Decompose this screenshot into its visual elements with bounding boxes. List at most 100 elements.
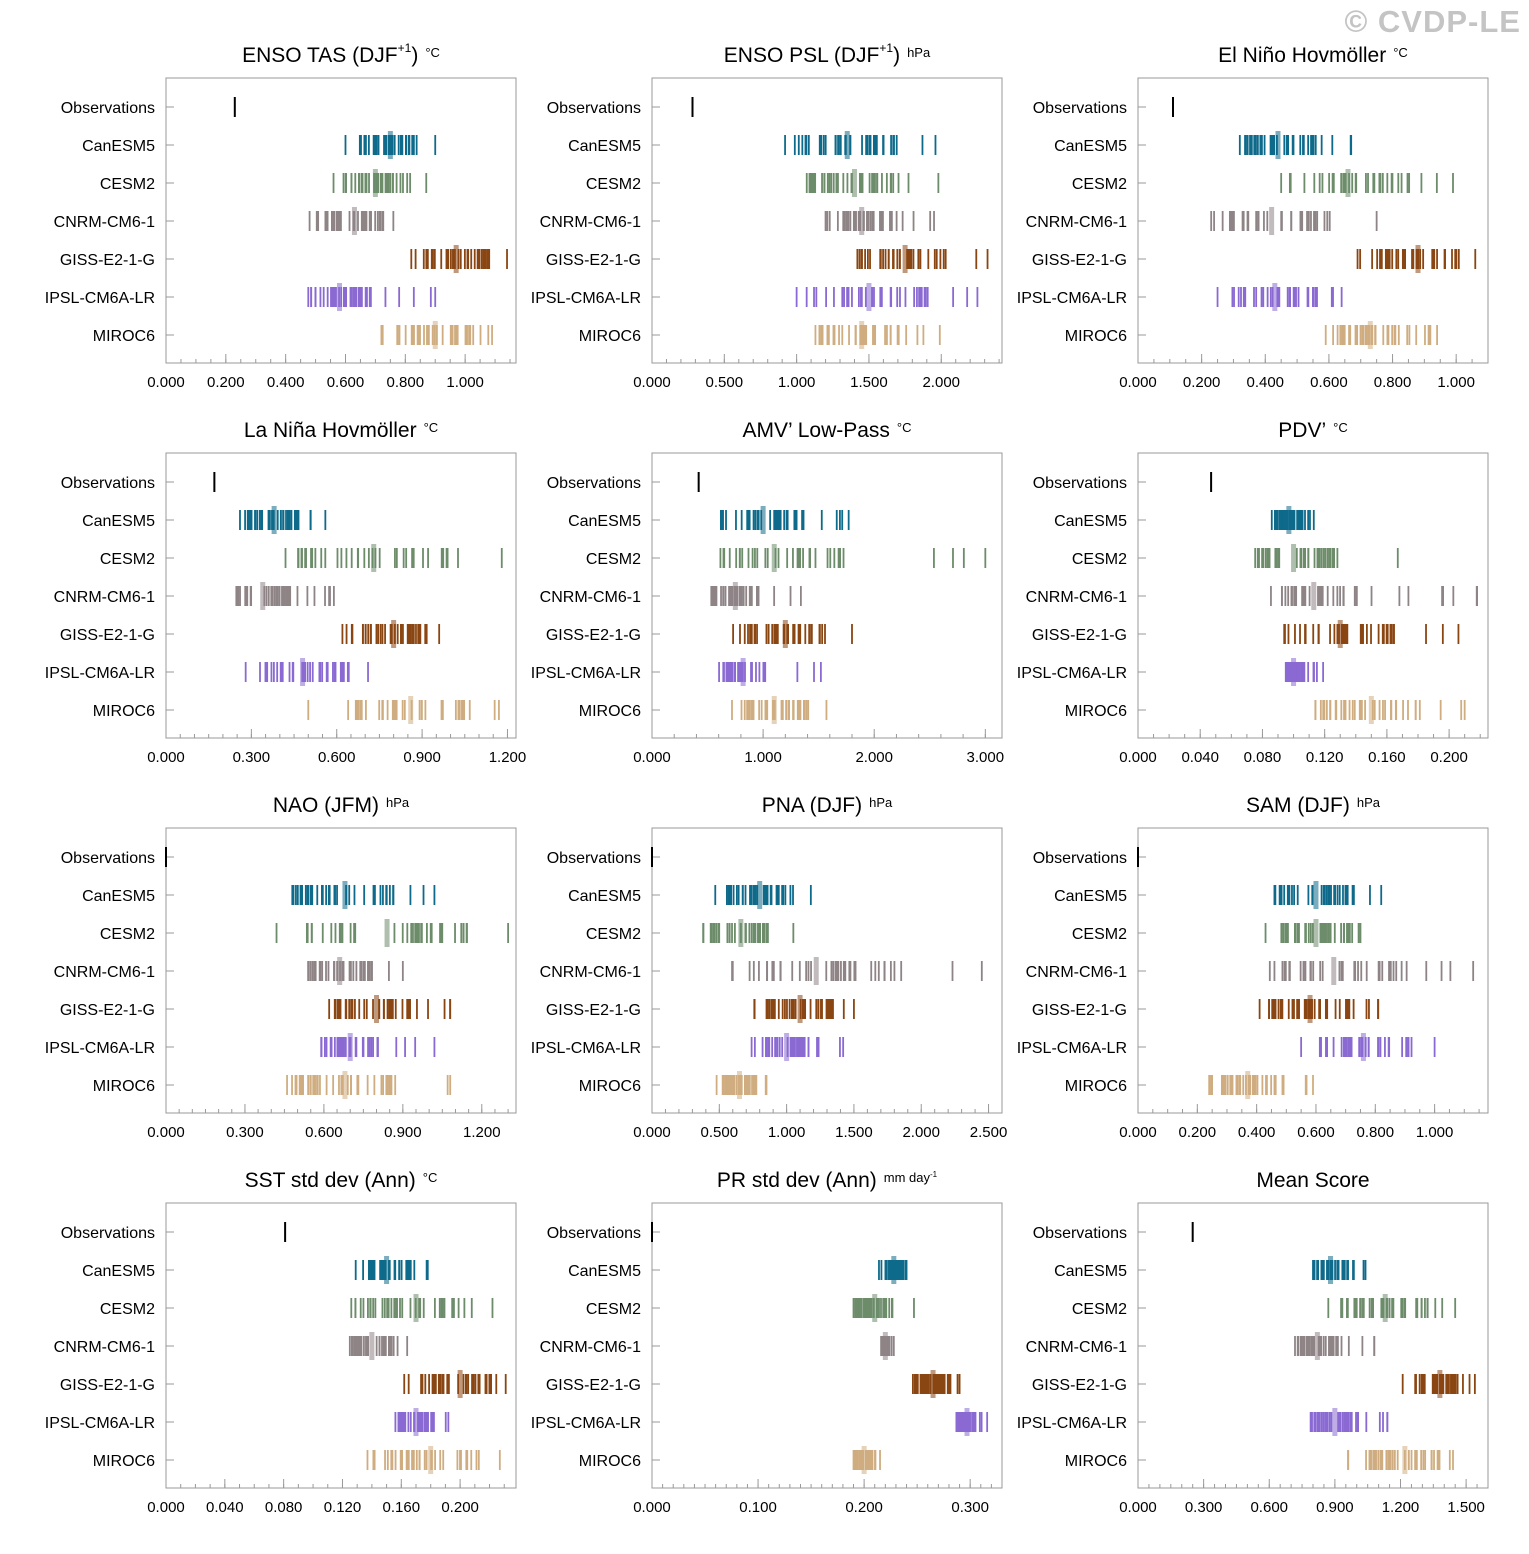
row-label: IPSL-CM6A-LR: [1017, 1415, 1127, 1432]
x-tick-label: 0.300: [951, 1499, 989, 1516]
row-label: MIROC6: [93, 1078, 155, 1095]
title-text: El Niño Hovmöller: [1218, 44, 1386, 67]
units-label: °C: [423, 1170, 438, 1185]
x-tick-label: 2.000: [902, 1124, 940, 1141]
x-tick-label: 0.000: [633, 1499, 671, 1516]
x-tick-label: 1.200: [489, 749, 527, 766]
x-tick-label: 0.900: [403, 749, 441, 766]
row-label: CanESM5: [1054, 1263, 1127, 1280]
row-label: CESM2: [1072, 176, 1127, 193]
units-label: °C: [424, 420, 439, 435]
title-closing: ): [411, 44, 418, 67]
x-tick-label: 0.040: [206, 1499, 244, 1516]
x-tick-label: 0.500: [701, 1124, 739, 1141]
panel-10: PR std dev (Ann) mm day-1 0.000 0.100 0.200 0…: [531, 1169, 1003, 1516]
row-label: CanESM5: [1054, 138, 1127, 155]
x-tick-label: 1.000: [778, 374, 816, 391]
row-label: MIROC6: [579, 1078, 641, 1095]
row-label: CanESM5: [82, 138, 155, 155]
row-label: CNRM-CM6-1: [1026, 1339, 1127, 1356]
units-label: °C: [1333, 420, 1348, 435]
x-tick-label: 0.040: [1181, 749, 1219, 766]
x-tick-label: 1.000: [1416, 1124, 1454, 1141]
title-superscript: +1: [398, 41, 412, 55]
x-tick-label: 0.800: [1374, 374, 1412, 391]
row-label: IPSL-CM6A-LR: [45, 665, 155, 682]
x-tick-label: 0.200: [1430, 749, 1468, 766]
units-label: °C: [425, 45, 440, 60]
x-tick-label: 0.200: [1179, 1124, 1217, 1141]
row-label: CESM2: [1072, 1301, 1127, 1318]
title-text: La Niña Hovmöller: [244, 419, 417, 442]
x-tick-label: 0.000: [1119, 749, 1157, 766]
panel-title: PNA (DJF) hPa: [762, 794, 893, 817]
row-label: Observations: [61, 475, 155, 492]
row-label: IPSL-CM6A-LR: [1017, 665, 1127, 682]
units-superscript: -1: [930, 1170, 938, 1179]
row-label: IPSL-CM6A-LR: [1017, 290, 1127, 307]
units-label: hPa: [907, 45, 931, 60]
x-tick-label: 3.000: [967, 749, 1005, 766]
title-text: PR std dev (Ann): [717, 1169, 877, 1192]
row-label: GISS-E2-1-G: [60, 1002, 155, 1019]
row-label: CanESM5: [1054, 513, 1127, 530]
row-label: Observations: [1033, 475, 1127, 492]
x-tick-label: 0.300: [233, 749, 271, 766]
x-tick-label: 0.600: [305, 1124, 343, 1141]
panel-0: ENSO TAS (DJF+1) °C 0.000 0.200 0.400 0.600 0.…: [45, 41, 517, 391]
row-label: GISS-E2-1-G: [546, 627, 641, 644]
row-label: CNRM-CM6-1: [540, 964, 641, 981]
x-tick-label: 0.000: [633, 374, 671, 391]
x-tick-label: 0.600: [1310, 374, 1348, 391]
row-label: GISS-E2-1-G: [546, 252, 641, 269]
x-tick-label: 0.200: [207, 374, 245, 391]
row-label: Observations: [547, 1225, 641, 1242]
x-tick-label: 0.800: [387, 374, 425, 391]
row-label: CNRM-CM6-1: [54, 1339, 155, 1356]
row-label: GISS-E2-1-G: [546, 1377, 641, 1394]
panel-8: SAM (DJF) hPa 0.000 0.200 0.400 0.600 0.800 1.0…: [1017, 794, 1489, 1141]
x-tick-label: 0.000: [147, 1499, 185, 1516]
title-superscript: +1: [879, 41, 893, 55]
row-label: CanESM5: [1054, 888, 1127, 905]
row-label: MIROC6: [1065, 1453, 1127, 1470]
x-tick-label: 0.000: [147, 374, 185, 391]
panel-title: ENSO TAS (DJF+1) °C: [242, 41, 440, 67]
plot-frame: [651, 452, 1003, 739]
row-label: CNRM-CM6-1: [54, 964, 155, 981]
panel-title: AMV’ Low-Pass °C: [742, 419, 911, 442]
panel-9: SST std dev (Ann) °C 0.000 0.040 0.080 0.120 0…: [45, 1169, 517, 1516]
x-tick-label: 0.300: [226, 1124, 264, 1141]
x-tick-label: 0.400: [267, 374, 305, 391]
x-tick-label: 0.400: [1246, 374, 1284, 391]
panel-4: AMV’ Low-Pass °C 0.000 1.000 2.000 3.000 Obser…: [531, 419, 1004, 766]
plot-frame: [165, 1202, 517, 1489]
x-tick-label: 0.160: [383, 1499, 421, 1516]
panel-2: El Niño Hovmöller °C 0.000 0.200 0.400 0.600 0…: [1017, 44, 1489, 391]
row-label: IPSL-CM6A-LR: [45, 1040, 155, 1057]
row-label: GISS-E2-1-G: [60, 252, 155, 269]
watermark: © CVDP-LE: [1344, 4, 1521, 39]
row-label: CESM2: [586, 551, 641, 568]
x-tick-label: 0.000: [1119, 374, 1157, 391]
x-tick-label: 1.000: [446, 374, 484, 391]
row-label: GISS-E2-1-G: [1032, 252, 1127, 269]
title-text: SST std dev (Ann): [245, 1169, 416, 1192]
row-label: CESM2: [100, 1301, 155, 1318]
row-label: IPSL-CM6A-LR: [45, 290, 155, 307]
x-tick-label: 0.600: [318, 749, 356, 766]
row-label: Observations: [547, 850, 641, 867]
row-label: IPSL-CM6A-LR: [531, 1040, 641, 1057]
row-label: MIROC6: [1065, 328, 1127, 345]
row-label: CESM2: [586, 176, 641, 193]
row-label: CESM2: [100, 176, 155, 193]
row-label: CNRM-CM6-1: [1026, 214, 1127, 231]
panel-title: PDV’ °C: [1278, 419, 1347, 442]
x-tick-label: 0.160: [1368, 749, 1406, 766]
panel-title: La Niña Hovmöller °C: [244, 419, 438, 442]
row-label: IPSL-CM6A-LR: [531, 665, 641, 682]
row-label: CESM2: [1072, 926, 1127, 943]
row-label: Observations: [1033, 100, 1127, 117]
x-tick-label: 0.600: [1250, 1499, 1288, 1516]
row-label: MIROC6: [93, 703, 155, 720]
